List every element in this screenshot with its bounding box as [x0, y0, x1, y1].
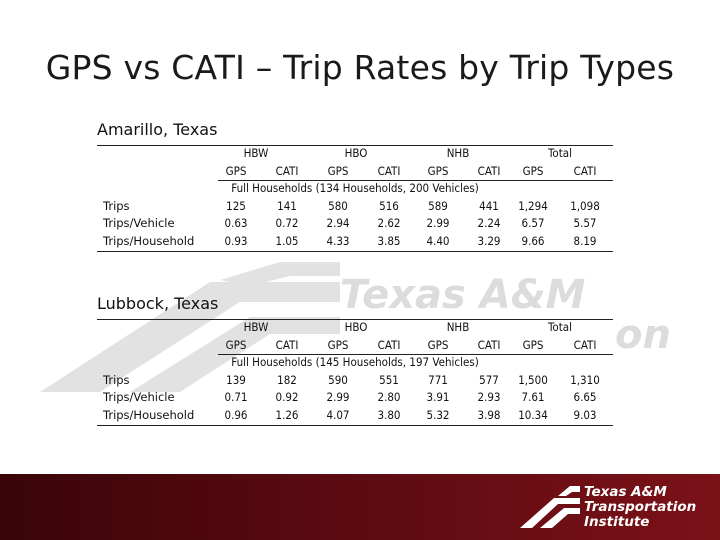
cell: 2.99 — [326, 390, 350, 404]
column-header: GPS — [427, 338, 449, 352]
table-bottom-rule — [97, 425, 613, 426]
column-header: GPS — [225, 338, 247, 352]
table-note: Full Households (145 Households, 197 Veh… — [231, 355, 479, 369]
footer-logo-line1: Texas A&M — [584, 484, 667, 500]
footer-bar — [0, 474, 720, 540]
column-header: CATI — [377, 338, 401, 352]
row-label: Trips/Household — [103, 408, 195, 422]
cell: 590 — [328, 373, 348, 387]
cell: 7.61 — [521, 390, 545, 404]
column-header: CATI — [573, 164, 597, 178]
cell: 771 — [428, 373, 448, 387]
table-title: Lubbock, Texas — [97, 294, 219, 313]
footer-logo-line2: Transportation — [584, 499, 697, 515]
table-title: Amarillo, Texas — [97, 120, 218, 139]
group-header: NHB — [446, 146, 470, 160]
cell: 1.05 — [275, 234, 299, 248]
cell: 2.24 — [477, 216, 501, 230]
column-header: GPS — [427, 164, 449, 178]
cell: 0.96 — [224, 408, 248, 422]
column-header: CATI — [275, 164, 299, 178]
cell: 580 — [328, 199, 348, 213]
cell: 2.80 — [377, 390, 401, 404]
column-header: GPS — [522, 338, 544, 352]
group-header: Total — [548, 146, 572, 160]
table-note: Full Households (134 Households, 200 Veh… — [231, 181, 479, 195]
cell: 1.26 — [275, 408, 299, 422]
footer-logo-line3: Institute — [584, 514, 650, 530]
cell: 3.29 — [477, 234, 501, 248]
cell: 141 — [277, 199, 297, 213]
cell: 5.32 — [426, 408, 450, 422]
group-header: NHB — [446, 320, 470, 334]
cell: 125 — [226, 199, 246, 213]
column-header: CATI — [377, 164, 401, 178]
cell: 3.91 — [426, 390, 450, 404]
cell: 2.93 — [477, 390, 501, 404]
cell: 0.93 — [224, 234, 248, 248]
cell: 3.85 — [377, 234, 401, 248]
column-header: GPS — [327, 164, 349, 178]
group-header: HBW — [243, 146, 269, 160]
cell: 0.71 — [224, 390, 248, 404]
cell: 2.94 — [326, 216, 350, 230]
cell: 0.72 — [275, 216, 299, 230]
cell: 1,098 — [570, 199, 600, 213]
cell: 3.98 — [477, 408, 501, 422]
cell: 6.57 — [521, 216, 545, 230]
cell: 6.65 — [573, 390, 597, 404]
cell: 1,310 — [570, 373, 600, 387]
cell: 551 — [379, 373, 399, 387]
header-rule — [218, 180, 613, 181]
row-label: Trips — [103, 373, 130, 387]
group-header: Total — [548, 320, 572, 334]
group-header: HBO — [344, 146, 368, 160]
cell: 139 — [226, 373, 246, 387]
cell: 4.33 — [326, 234, 350, 248]
cell: 182 — [277, 373, 297, 387]
watermark-text-2: on — [615, 312, 671, 358]
cell: 0.92 — [275, 390, 299, 404]
cell: 441 — [479, 199, 499, 213]
cell: 8.19 — [573, 234, 597, 248]
group-header: HBW — [243, 320, 269, 334]
table-top-rule — [97, 319, 613, 320]
column-header: GPS — [522, 164, 544, 178]
slide-title: GPS vs CATI – Trip Rates by Trip Types — [45, 48, 675, 87]
cell: 9.66 — [521, 234, 545, 248]
cell: 516 — [379, 199, 399, 213]
table-bottom-rule — [97, 251, 613, 252]
table-top-rule — [97, 145, 613, 146]
cell: 5.57 — [573, 216, 597, 230]
column-header: CATI — [477, 164, 501, 178]
row-label: Trips/Vehicle — [103, 216, 175, 230]
header-rule — [218, 354, 613, 355]
row-label: Trips/Household — [103, 234, 195, 248]
row-label: Trips/Vehicle — [103, 390, 175, 404]
cell: 4.07 — [326, 408, 350, 422]
cell: 589 — [428, 199, 448, 213]
cell: 10.34 — [518, 408, 548, 422]
column-header: GPS — [327, 338, 349, 352]
cell: 1,294 — [518, 199, 548, 213]
tti-road-logo-icon — [520, 486, 580, 528]
cell: 3.80 — [377, 408, 401, 422]
column-header: CATI — [477, 338, 501, 352]
cell: 2.99 — [426, 216, 450, 230]
row-label: Trips — [103, 199, 130, 213]
group-header: HBO — [344, 320, 368, 334]
cell: 9.03 — [573, 408, 597, 422]
cell: 1,500 — [518, 373, 548, 387]
watermark-text: Texas A&M — [340, 272, 586, 318]
cell: 2.62 — [377, 216, 401, 230]
column-header: CATI — [275, 338, 299, 352]
column-header: CATI — [573, 338, 597, 352]
cell: 4.40 — [426, 234, 450, 248]
cell: 0.63 — [224, 216, 248, 230]
column-header: GPS — [225, 164, 247, 178]
cell: 577 — [479, 373, 499, 387]
